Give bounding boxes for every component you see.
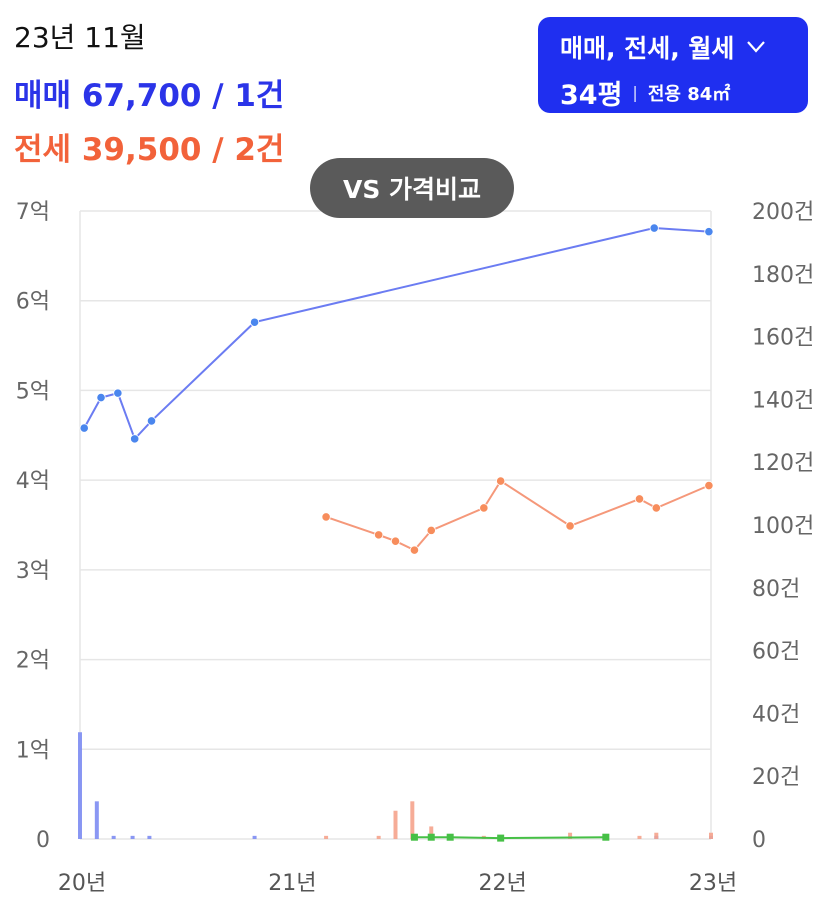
trade-type-filter-button[interactable]: 매매, 전세, 월세 34평 | 전용 84㎡ xyxy=(538,17,808,113)
y-left-tick-label: 3억 xyxy=(16,559,50,584)
y-left-tick-label: 5억 xyxy=(16,379,50,404)
area-label: 전용 84㎡ xyxy=(647,83,731,105)
x-tick-label: 23년 xyxy=(689,871,737,896)
volume-bar xyxy=(130,835,135,839)
trade-types-label: 매매, 전세, 월세 xyxy=(560,34,735,63)
volume-bar xyxy=(252,835,257,839)
data-point xyxy=(651,503,661,513)
data-point xyxy=(565,521,575,531)
y-right-tick-label: 0 xyxy=(752,828,766,853)
data-point xyxy=(249,317,260,327)
data-point xyxy=(479,503,489,513)
y-right-tick-label: 40건 xyxy=(752,702,800,727)
y-right-tick-label: 140건 xyxy=(752,388,814,413)
volume-bar xyxy=(376,835,381,839)
volume-bar xyxy=(94,801,99,839)
vs-compare-button[interactable]: VS 가격비교 xyxy=(310,158,514,218)
data-point xyxy=(496,476,506,486)
data-point xyxy=(410,833,418,841)
period-label: 23년 11월 xyxy=(14,21,146,54)
chevron-down-icon xyxy=(746,35,766,60)
volume-bar xyxy=(393,810,398,839)
size-label: 34평 xyxy=(560,80,623,111)
data-point xyxy=(130,434,140,444)
data-point xyxy=(704,227,714,237)
x-tick-label: 20년 xyxy=(58,871,106,896)
data-point xyxy=(113,388,123,398)
x-tick-label: 22년 xyxy=(479,871,527,896)
data-point xyxy=(374,530,384,540)
y-left-tick-label: 2억 xyxy=(16,649,50,674)
volume-bar xyxy=(324,835,329,839)
volume-bar xyxy=(111,835,116,839)
series-line xyxy=(414,836,606,840)
volume-bar xyxy=(709,832,713,839)
data-point xyxy=(446,833,454,841)
data-point xyxy=(409,545,420,555)
y-right-tick-label: 120건 xyxy=(752,451,814,476)
y-left-tick-label: 6억 xyxy=(16,290,50,315)
y-right-tick-label: 200건 xyxy=(752,200,814,225)
volume-bar xyxy=(654,832,659,839)
divider: | xyxy=(632,83,638,102)
volume-bar xyxy=(637,835,642,839)
series-line xyxy=(83,226,709,441)
sale-summary: 매매 67,700 / 1건 xyxy=(14,78,285,114)
data-point xyxy=(96,393,106,403)
data-point xyxy=(390,536,401,546)
jeonse-summary: 전세 39,500 / 2건 xyxy=(14,132,285,168)
data-point xyxy=(426,525,436,535)
x-tick-label: 21년 xyxy=(268,871,316,896)
y-left-tick-label: 7억 xyxy=(16,200,50,225)
data-point xyxy=(146,416,157,426)
y-right-tick-label: 160건 xyxy=(752,326,814,351)
series-line xyxy=(325,479,710,552)
y-left-tick-label: 0 xyxy=(36,828,50,853)
data-point xyxy=(704,480,714,491)
volume-bar xyxy=(568,832,573,839)
data-point xyxy=(649,223,659,233)
volume-bar xyxy=(429,826,434,839)
data-point xyxy=(602,833,610,841)
y-right-tick-label: 20건 xyxy=(752,765,800,790)
y-left-tick-label: 4억 xyxy=(16,469,50,494)
volume-bar xyxy=(410,801,415,839)
data-point xyxy=(79,423,89,433)
data-point xyxy=(634,494,645,504)
data-point xyxy=(427,833,435,841)
y-right-tick-label: 180건 xyxy=(752,263,814,288)
y-left-tick-label: 1억 xyxy=(16,738,50,763)
y-right-tick-label: 100건 xyxy=(752,514,814,539)
volume-bar xyxy=(147,835,152,839)
data-point xyxy=(321,512,331,522)
data-point xyxy=(497,834,505,842)
y-right-tick-label: 80건 xyxy=(752,577,800,602)
y-right-tick-label: 60건 xyxy=(752,640,800,665)
volume-bar xyxy=(78,732,82,839)
